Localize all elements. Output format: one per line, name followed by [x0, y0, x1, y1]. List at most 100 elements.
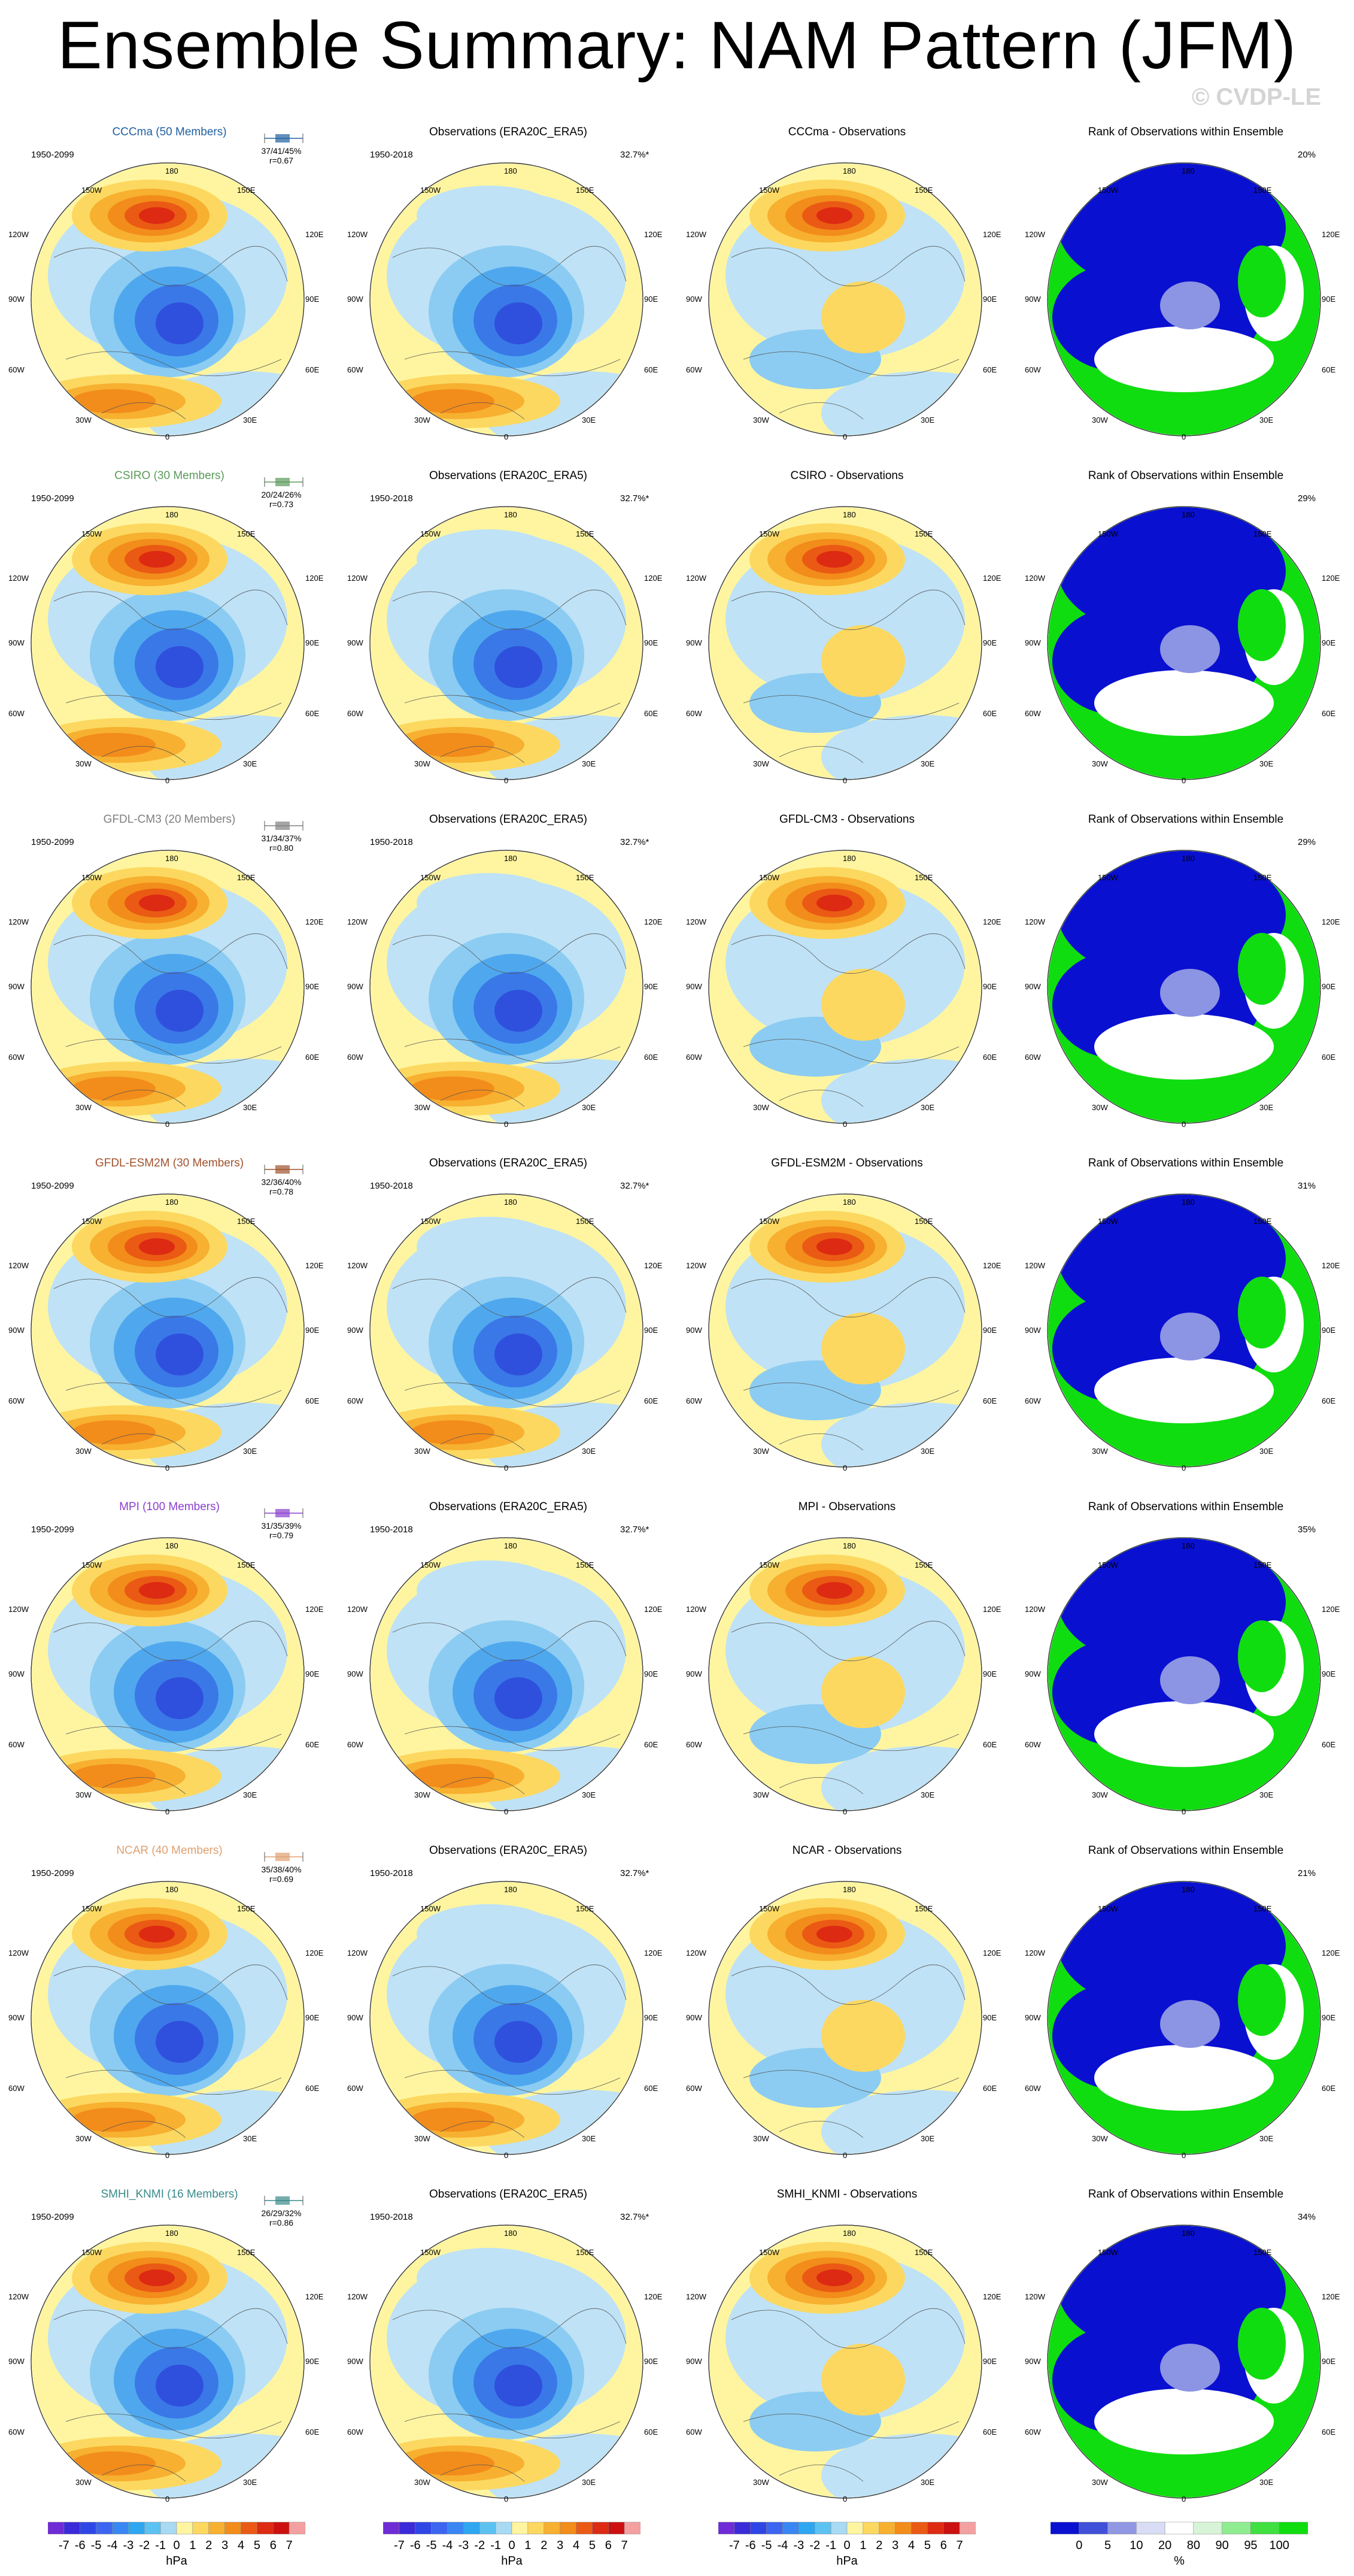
map-label-ml_dn: 60W: [686, 365, 702, 374]
field-contour-pos6: [139, 895, 175, 911]
panel-row: GFDL-ESM2M (30 Members) 1950-2099 32/36/40…: [0, 1151, 1354, 1495]
map-field: [709, 1195, 981, 1466]
map-panel-obs: Observations (ERA20C_ERA5) 1950-2018 32.7%…: [339, 1838, 678, 2182]
colorbar-tick-label: 3: [221, 2539, 229, 2552]
colorbar-swatch: [112, 2522, 129, 2535]
coastline: [392, 1620, 627, 1661]
colorbar-swatch: [495, 2522, 512, 2535]
polar-map: [369, 1537, 643, 1811]
map-label-right: 90E: [305, 2357, 320, 2366]
box-whisker-icon: [264, 1852, 303, 1862]
colorbar-swatch: [846, 2522, 864, 2535]
map-label-right: 90E: [305, 2013, 320, 2022]
map-label-left: 90W: [347, 982, 363, 991]
map-border: [708, 1881, 982, 2155]
panel-title: Observations (ERA20C_ERA5): [429, 1157, 587, 1169]
map-border: [1047, 506, 1321, 780]
panel-title: GFDL-ESM2M (30 Members): [95, 1157, 244, 1169]
coastline: [404, 2413, 621, 2439]
percent-variance: 32.7%*: [620, 493, 649, 504]
field-contour-pos2: [821, 969, 905, 1041]
rank-region-mid: [1160, 1313, 1220, 1360]
map-label-ll: 30W: [753, 1447, 769, 1456]
map-label-ml_dn: 60W: [347, 709, 363, 718]
map-label-mr_up: 120E: [983, 230, 1001, 239]
map-label-lr: 30E: [921, 1103, 935, 1112]
map-label-ml_dn: 60W: [1025, 2427, 1041, 2436]
coastline: [743, 351, 960, 377]
map-label-mr_dn: 60E: [644, 1053, 658, 1062]
map-label-ml_dn: 60W: [8, 1396, 25, 1405]
map-label-ur: 150E: [1253, 1217, 1272, 1226]
colorbar-swatch: [1107, 2522, 1137, 2535]
colorbar-swatch: [80, 2522, 96, 2535]
field-contour-pos4: [72, 2451, 156, 2475]
panel-title: SMHI_KNMI - Observations: [776, 2188, 918, 2201]
coastline: [440, 745, 525, 763]
map-label-ml_up: 120W: [686, 1605, 706, 1614]
map-label-lr: 30E: [921, 2134, 935, 2143]
colorbar-swatch: [1279, 2522, 1308, 2535]
colorbar-tick-label: 7: [956, 2539, 963, 2552]
map-label-ll: 30W: [414, 1790, 430, 1799]
map-label-mr_dn: 60E: [305, 1053, 320, 1062]
coastline: [404, 351, 621, 377]
map-label-ul: 150W: [420, 1217, 441, 1226]
map-label-ml_dn: 60W: [347, 365, 363, 374]
colorbar-tick-label: 1: [524, 2539, 532, 2552]
map-label-mr_up: 120E: [305, 1948, 324, 1957]
rank-region-mid: [1094, 2045, 1274, 2111]
map-label-right: 90E: [983, 982, 997, 991]
map-label-right: 90E: [1322, 982, 1336, 991]
ensemble-stats: 32/36/40%: [261, 1177, 302, 1187]
colorbar-tick-label: -6: [745, 2539, 756, 2552]
map-label-ml_dn: 60W: [347, 2084, 363, 2093]
map-label-mr_dn: 60E: [983, 365, 997, 374]
map-border: [708, 506, 982, 780]
coastline: [743, 1726, 960, 1751]
panel-title: MPI - Observations: [798, 1501, 896, 1513]
map-label-mr_up: 120E: [983, 917, 1001, 926]
map-label-ll: 30W: [75, 2478, 92, 2487]
panel-row: MPI (100 Members) 1950-2099 31/35/39% r=0.7…: [0, 1495, 1354, 1838]
colorbar-tick-label: 4: [237, 2539, 245, 2552]
map-label-lr: 30E: [921, 1447, 935, 1456]
percent-variance: 32.7%*: [620, 150, 649, 160]
map-label-ul: 150W: [1098, 873, 1118, 882]
map-label-ml_up: 120W: [686, 917, 706, 926]
period-label: 1950-2099: [31, 493, 74, 504]
coastline: [779, 402, 864, 420]
colorbar-tick-label: 7: [621, 2539, 628, 2552]
field-contour-pos2: [821, 1313, 905, 1384]
map-panel-obs: Observations (ERA20C_ERA5) 1950-2018 32.7%…: [339, 807, 678, 1151]
map-label-right: 90E: [983, 2357, 997, 2366]
colorbar-swatch: [718, 2522, 735, 2535]
colorbar-tick-label: 20: [1158, 2539, 1172, 2552]
field-contour-pos4: [72, 1420, 156, 1444]
colorbar-tick-label: -1: [825, 2539, 837, 2552]
map-label-mr_dn: 60E: [305, 709, 320, 718]
map-label-left: 90W: [1025, 638, 1041, 647]
map-label-ml_dn: 60W: [1025, 1396, 1041, 1405]
field-contour-pos4: [72, 2108, 156, 2132]
map-label-mr_dn: 60E: [983, 709, 997, 718]
field-contour-neg5: [494, 1334, 542, 1375]
map-label-mr_dn: 60E: [305, 1396, 320, 1405]
panel-title: Observations (ERA20C_ERA5): [429, 1501, 587, 1513]
map-label-ur: 150E: [237, 1560, 256, 1569]
map-label-ur: 150E: [237, 1904, 256, 1913]
map-label-mr_up: 120E: [305, 1605, 324, 1614]
coastline: [731, 1277, 966, 1317]
map-label-bottom: 0: [165, 2495, 170, 2504]
map-panel-model: CSIRO (30 Members) 1950-2099 20/24/26% r=0.…: [0, 463, 339, 807]
colorbar-swatch: [734, 2522, 751, 2535]
map-label-ur: 150E: [1253, 529, 1272, 538]
rank-region-high: [1238, 933, 1286, 1005]
map-label-bottom: 0: [1182, 776, 1186, 785]
field-contour-neg1: [417, 186, 560, 246]
box-whisker-icon: [264, 1508, 303, 1518]
colorbar-swatch: [927, 2522, 944, 2535]
map-label-mr_up: 120E: [1322, 230, 1340, 239]
panel-row: NCAR (40 Members) 1950-2099 35/38/40% r=0.6…: [0, 1838, 1354, 2182]
map-panel-model: NCAR (40 Members) 1950-2099 35/38/40% r=0.6…: [0, 1838, 339, 2182]
